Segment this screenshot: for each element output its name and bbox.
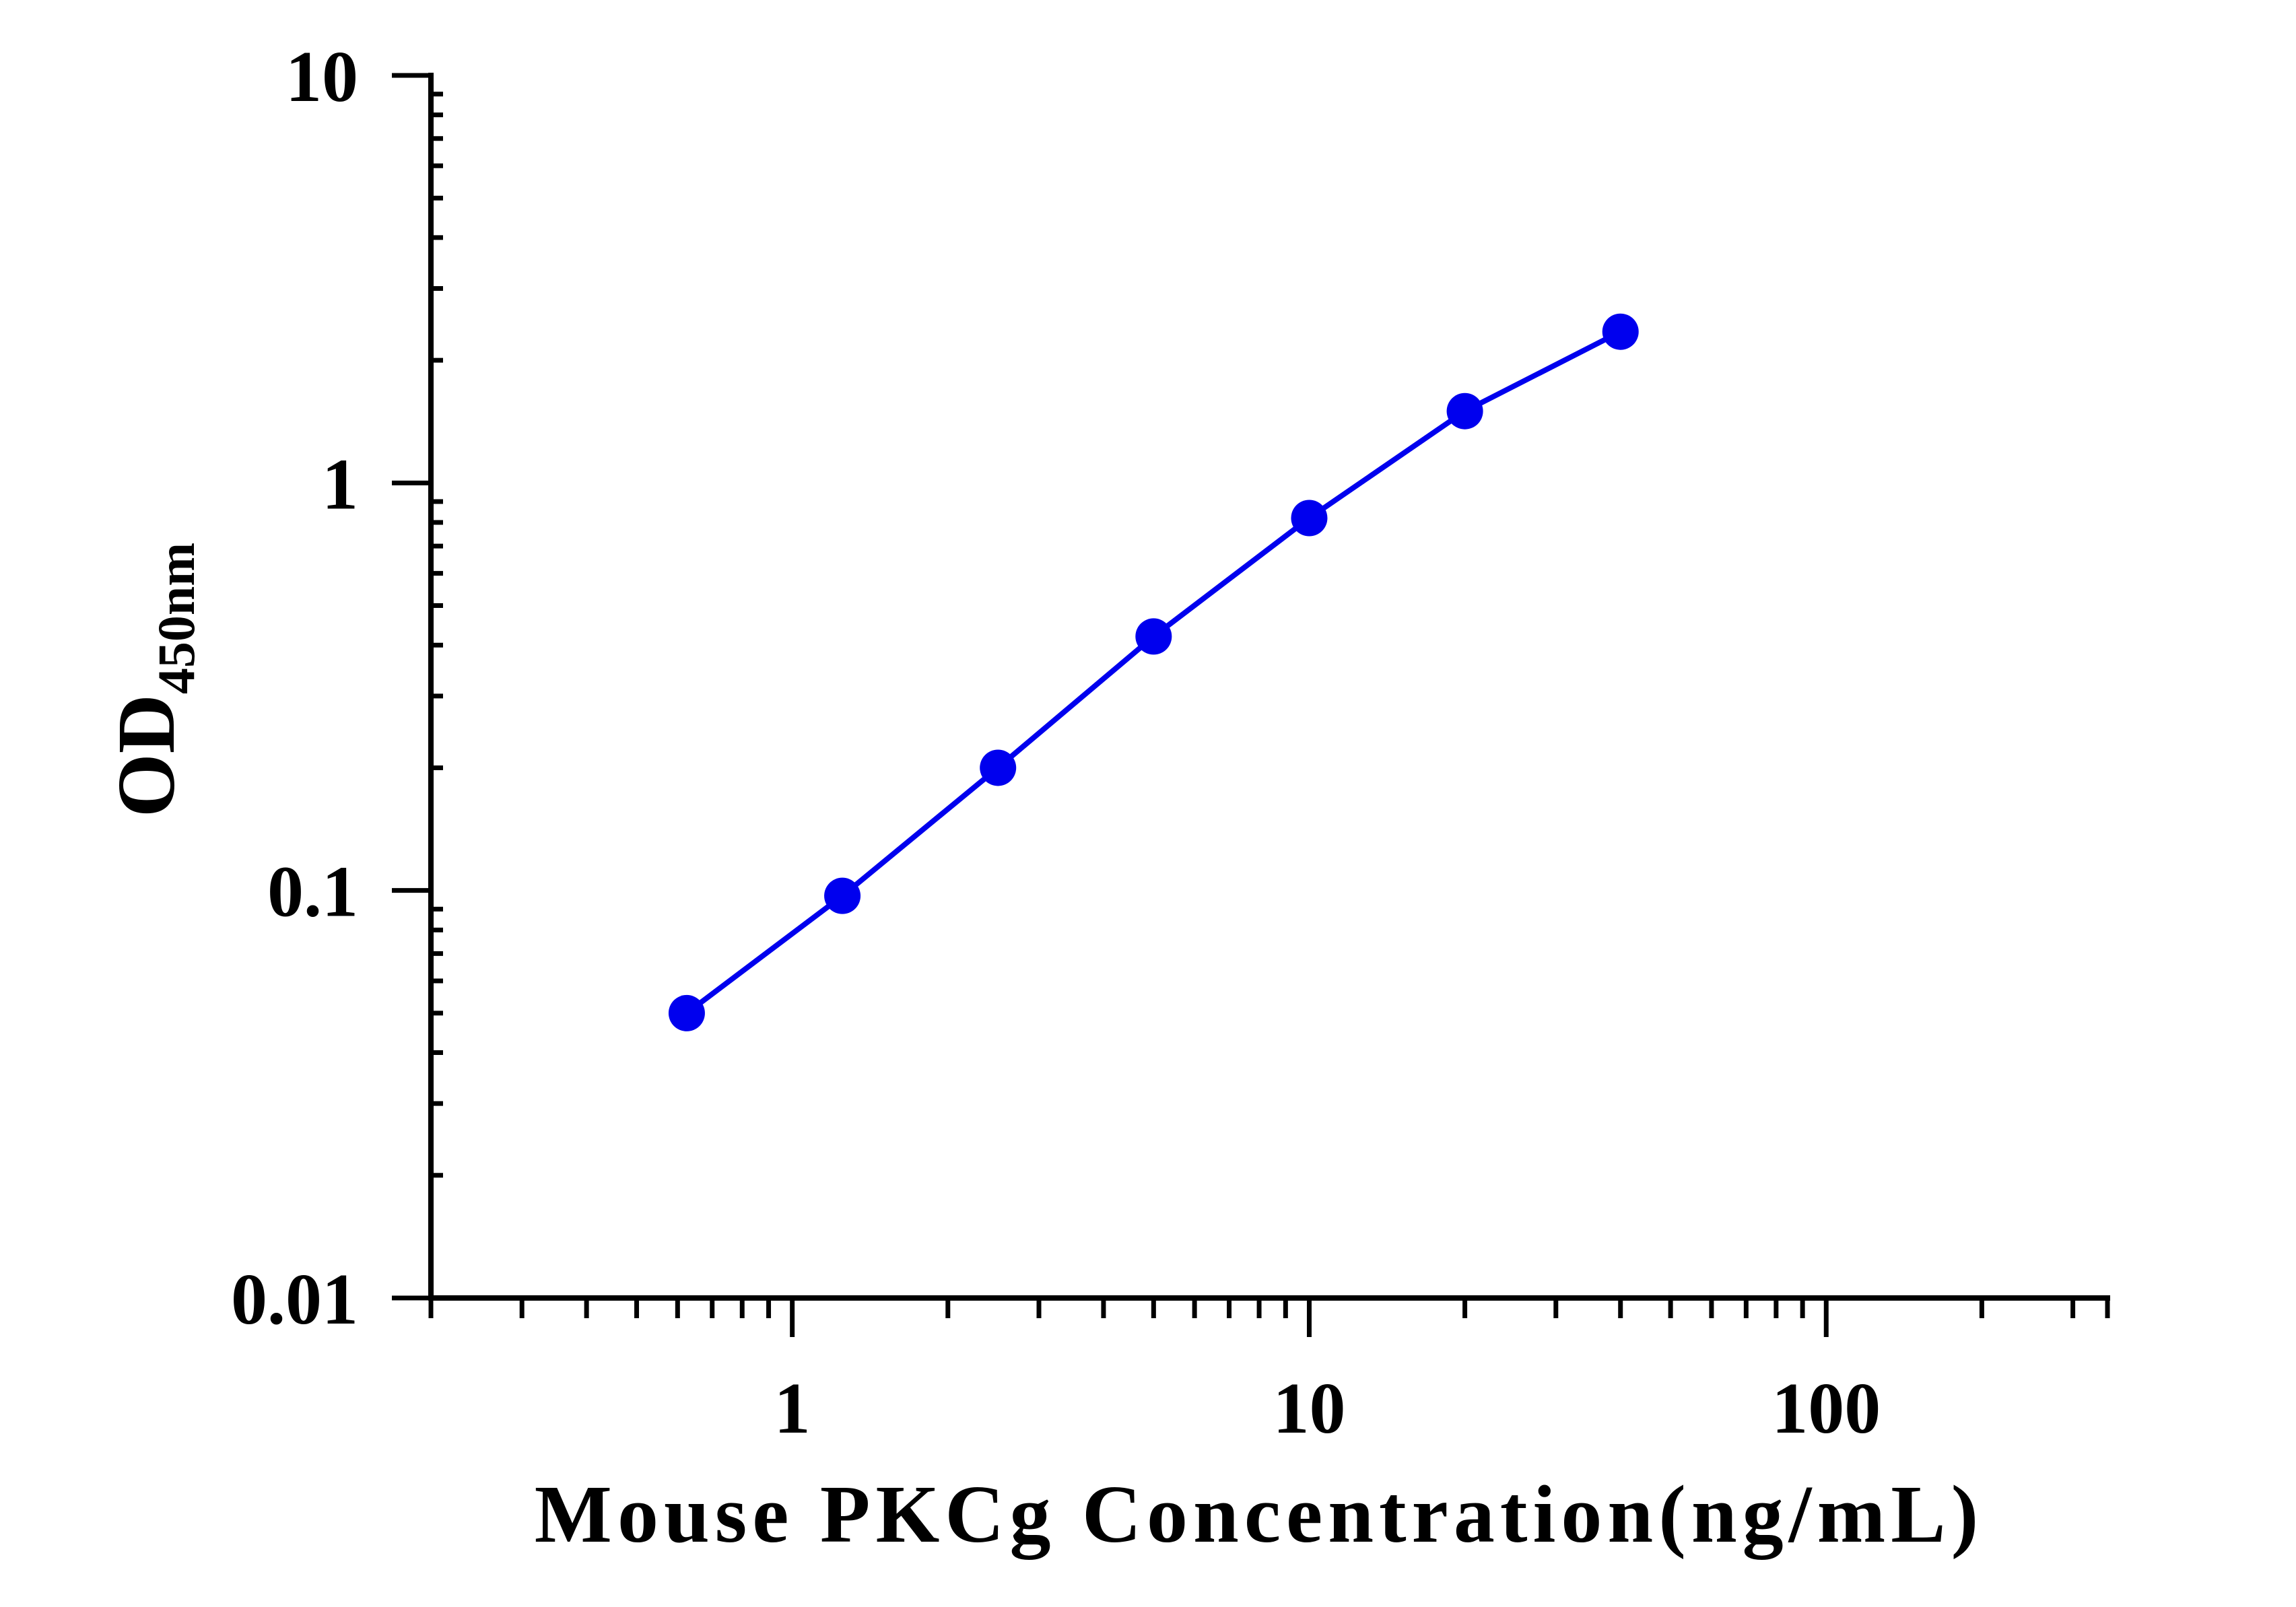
- data-point: [1602, 313, 1639, 350]
- y-axis-title: OD450nm: [101, 543, 205, 817]
- data-point: [1291, 500, 1328, 537]
- y-tick-label: 0.01: [231, 1260, 358, 1340]
- x-tick-label: 100: [1771, 1369, 1881, 1449]
- axes: 0.01 0.1 1 10 1 10 100: [231, 37, 2110, 1449]
- data-point: [824, 877, 861, 914]
- series-layer: [668, 313, 1639, 1031]
- data-point: [668, 994, 705, 1031]
- x-ticks: [428, 1298, 2110, 1337]
- y-tick-labels: 0.01 0.1 1 10: [231, 37, 358, 1340]
- series-line: [685, 329, 1622, 1016]
- x-tick-label: 10: [1273, 1369, 1345, 1449]
- x-axis-title: Mouse PKCg Concentration(ng/mL): [535, 1469, 1984, 1560]
- data-point: [1446, 392, 1483, 430]
- x-tick-labels: 1 10 100: [774, 1369, 1881, 1449]
- y-axis-title-main: OD: [101, 694, 192, 817]
- y-ticks: [392, 73, 443, 1301]
- data-point: [980, 749, 1017, 786]
- x-tick-label: 1: [774, 1369, 811, 1449]
- y-axis-title-subscript: 450nm: [147, 543, 205, 694]
- y-tick-label: 0.1: [267, 852, 358, 932]
- y-tick-label: 10: [285, 37, 358, 117]
- data-point: [1135, 618, 1172, 655]
- y-tick-label: 1: [322, 444, 358, 524]
